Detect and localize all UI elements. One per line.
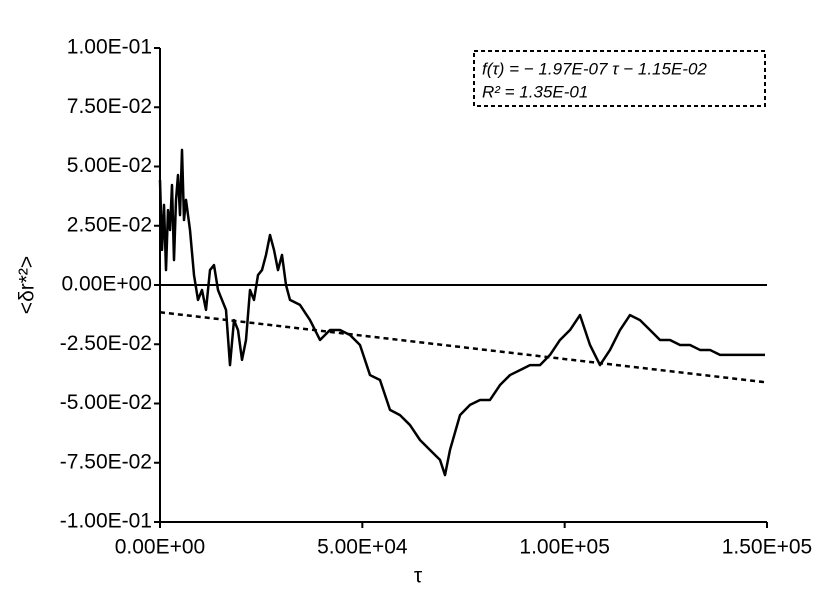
data-line xyxy=(158,148,766,477)
y-tick-label: 0.00E+00 xyxy=(61,273,152,296)
x-axis-label: τ xyxy=(414,565,423,588)
x-tick-label: 5.00E+04 xyxy=(317,536,408,559)
x-tick-label: 1.50E+05 xyxy=(722,536,813,559)
y-tick-label: -5.00E-02 xyxy=(60,391,152,414)
fit-line xyxy=(159,311,768,384)
fit-r-squared: R² = 1.35E-01 xyxy=(482,82,588,101)
y-tick-label: 7.50E-02 xyxy=(67,95,152,118)
x-tick-label: 0.00E+00 xyxy=(115,536,206,559)
y-tick-label: 5.00E-02 xyxy=(67,154,152,177)
y-tick-label: -2.50E-02 xyxy=(60,332,152,355)
fit-equation: f(τ) = − 1.97E-07 τ − 1.15E-02 xyxy=(482,59,707,78)
y-axis-label: <δr*²> xyxy=(16,256,39,314)
y-tick-label: 2.50E-02 xyxy=(67,213,152,236)
y-tick-label: 1.00E-01 xyxy=(67,36,152,59)
legend-box xyxy=(473,50,766,107)
x-tick-label: 1.00E+05 xyxy=(519,536,610,559)
y-tick-label: -7.50E-02 xyxy=(60,450,152,473)
y-tick-label: -1.00E-01 xyxy=(60,510,152,533)
